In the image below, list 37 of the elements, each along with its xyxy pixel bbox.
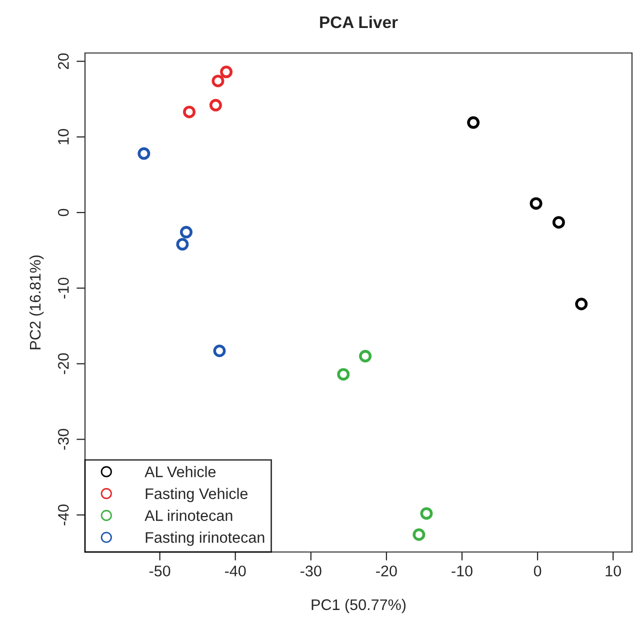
x-axis-title: PC1 (50.77%) (312, 598, 406, 614)
point (183, 106, 196, 118)
point (220, 66, 233, 78)
point (337, 368, 350, 381)
point (420, 507, 433, 520)
y-tick-label: -30 (58, 428, 69, 450)
x-tick-label: -40 (224, 566, 246, 576)
y-tick-label: 20 (58, 53, 69, 70)
point (412, 528, 426, 541)
x-tick-label: -10 (452, 566, 472, 576)
legend-label: AL Vehicle (144, 466, 216, 478)
point (138, 147, 150, 160)
x-tick-label: -30 (300, 566, 322, 576)
legend-label: Fasting irinotecan (146, 532, 264, 546)
point (180, 226, 192, 238)
chart-title: PCA Liver (320, 16, 398, 28)
point (213, 344, 226, 358)
point (552, 216, 565, 229)
point (467, 116, 480, 129)
x-tick-label: -20 (376, 566, 397, 576)
y-tick-label: 10 (58, 129, 69, 144)
y-tick-label: -20 (58, 353, 69, 374)
y-tick-label: -40 (58, 504, 69, 526)
x-tick-label: 10 (606, 566, 622, 576)
x-tick-label: 0 (534, 566, 542, 576)
point (359, 350, 372, 362)
legend-label: AL irinotecan (144, 510, 232, 521)
point (575, 298, 588, 310)
y-tick-label: 0 (58, 208, 69, 216)
legend-label: Fasting Vehicle (146, 488, 248, 502)
point (212, 74, 224, 88)
point (209, 98, 222, 112)
y-axis-title: PC2 (16.81%) (29, 255, 44, 350)
y-tick-label: -10 (58, 278, 69, 298)
point (176, 238, 189, 251)
point (530, 197, 542, 210)
x-tick-label: -50 (149, 566, 170, 576)
